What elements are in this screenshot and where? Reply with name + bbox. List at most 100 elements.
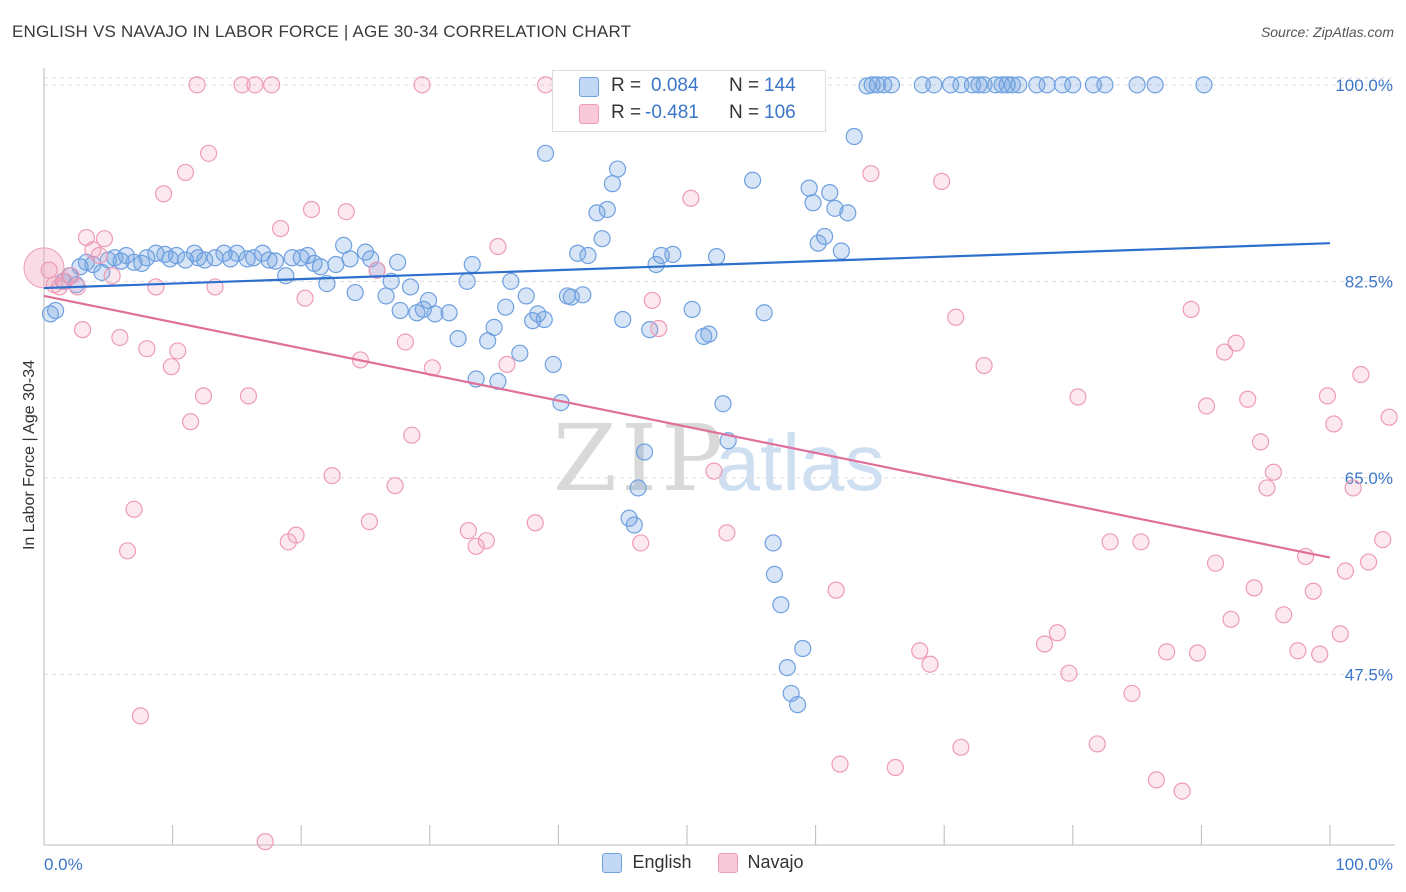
navajo-point	[200, 144, 218, 162]
chart-title: ENGLISH VS NAVAJO IN LABOR FORCE | AGE 3…	[12, 22, 632, 41]
navajo-point	[256, 833, 274, 851]
english-point	[401, 278, 420, 296]
navajo-point	[975, 356, 993, 375]
english-trend-line	[43, 242, 1331, 290]
english-point	[809, 234, 827, 252]
english-point	[426, 305, 444, 323]
english-point	[821, 184, 839, 202]
english-point	[714, 395, 732, 413]
navajo-point	[368, 261, 386, 279]
navajo-point	[239, 387, 258, 405]
english-point	[826, 199, 844, 217]
navajo-point	[459, 522, 477, 540]
navajo-point	[911, 642, 929, 660]
navajo-point	[489, 237, 507, 256]
navajo-point	[1245, 579, 1263, 597]
english-point	[629, 479, 647, 497]
navajo-point	[1275, 606, 1293, 624]
legend-item-navajo: Navajo	[717, 852, 804, 873]
navajo-point	[1374, 530, 1392, 549]
english-point	[641, 321, 659, 339]
navajo-point	[1173, 782, 1191, 800]
navajo-point	[1325, 415, 1343, 433]
english-point	[700, 325, 718, 343]
english-point	[598, 200, 616, 219]
english-point	[683, 300, 701, 319]
english-point	[882, 76, 901, 94]
english-point	[382, 272, 400, 290]
navajo-trend-line	[43, 294, 1331, 559]
navajo-point	[95, 230, 114, 248]
navajo-point	[1188, 644, 1207, 662]
navajo-point	[413, 76, 431, 94]
navajo-point	[1147, 771, 1165, 789]
navajo-point	[182, 413, 200, 431]
y-tick-label: 65.0%	[1345, 469, 1393, 488]
english-n-value: 144	[764, 75, 796, 96]
navajo-point	[154, 185, 173, 203]
english-point	[772, 596, 790, 614]
navajo-point	[1359, 553, 1378, 571]
english-legend-label: English	[632, 852, 692, 872]
navajo-point	[296, 289, 314, 307]
navajo-r-label: R =	[611, 102, 642, 123]
english-point	[1003, 76, 1021, 94]
english-swatch	[579, 77, 599, 97]
english-point	[517, 287, 535, 305]
navajo-point	[1227, 334, 1245, 352]
navajo-point	[1239, 390, 1257, 408]
y-axis-title: In Labor Force | Age 30-34	[21, 359, 38, 551]
english-point	[765, 565, 784, 583]
navajo-n-label: N =	[729, 102, 760, 123]
navajo-point	[1048, 624, 1066, 642]
english-point	[1128, 76, 1146, 94]
x-tick-label: 0.0%	[44, 855, 83, 874]
navajo-point	[526, 514, 544, 532]
bottom-legend: English Navajo	[0, 852, 1406, 873]
english-point	[228, 244, 246, 262]
english-point	[254, 244, 272, 262]
english-point	[794, 639, 812, 658]
english-point	[377, 287, 395, 305]
english-point	[574, 286, 592, 304]
english-point	[647, 255, 665, 274]
navajo-point	[1088, 735, 1106, 753]
navajo-n-value: 106	[764, 102, 796, 123]
navajo-point	[287, 526, 305, 544]
navajo-legend-swatch	[717, 852, 738, 873]
english-point	[266, 252, 285, 270]
english-point	[311, 258, 330, 276]
english-point	[839, 204, 857, 222]
english-point	[925, 76, 943, 94]
y-tick-label: 47.5%	[1345, 665, 1393, 684]
english-point	[1010, 76, 1028, 94]
english-point	[544, 355, 562, 374]
navajo-point	[1336, 562, 1355, 580]
navajo-point	[933, 172, 951, 191]
english-point	[485, 318, 503, 336]
navajo-point	[498, 355, 516, 374]
english-point	[389, 253, 407, 271]
navajo-point	[103, 267, 121, 285]
english-point	[238, 250, 256, 268]
english-point	[603, 175, 622, 193]
english-point	[764, 534, 782, 552]
english-point	[970, 76, 988, 94]
english-point	[1038, 76, 1056, 94]
navajo-point	[862, 164, 880, 183]
navajo-point	[1264, 463, 1283, 481]
english-point	[196, 251, 214, 269]
navajo-point	[643, 291, 661, 310]
watermark-zip: ZIP	[553, 405, 727, 512]
english-point	[463, 255, 481, 274]
english-point	[845, 127, 863, 146]
english-point	[167, 246, 186, 265]
x-tick-label: 100.0%	[1335, 855, 1393, 874]
navajo-point	[263, 76, 281, 94]
navajo-point	[632, 534, 650, 552]
navajo-point	[831, 755, 849, 773]
navajo-point	[1060, 664, 1078, 682]
navajo-point	[1304, 582, 1322, 600]
navajo-point	[477, 532, 495, 550]
